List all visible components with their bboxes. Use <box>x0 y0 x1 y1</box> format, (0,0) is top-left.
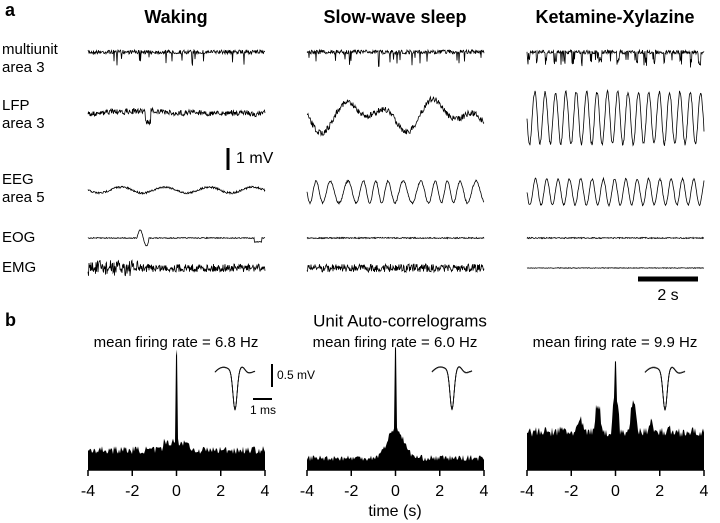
tick-label: -4 <box>520 483 534 500</box>
trace <box>526 236 705 240</box>
trace <box>87 229 266 247</box>
row-label: LFP <box>2 97 30 114</box>
column-title: Waking <box>144 7 207 27</box>
histogram <box>527 360 704 470</box>
waveform <box>431 366 473 411</box>
panel-label: a <box>5 0 16 20</box>
tick-label: 2 <box>435 483 444 500</box>
tick-label: 4 <box>700 483 709 500</box>
trace <box>306 95 485 137</box>
waveform <box>431 366 473 410</box>
row-label: EEG <box>2 171 34 188</box>
waveform <box>644 367 686 411</box>
scale-label: 1 ms <box>250 403 276 417</box>
tick-label: -2 <box>564 483 578 500</box>
row-label: area 3 <box>2 115 45 132</box>
panel-title: Unit Auto-correlograms <box>313 311 487 330</box>
waveform <box>431 366 473 410</box>
x-axis-label: time (s) <box>368 503 421 520</box>
row-label: area 3 <box>2 59 45 76</box>
row-label: area 5 <box>2 189 45 206</box>
tick-label: 0 <box>172 483 181 500</box>
trace <box>87 106 266 126</box>
tick-label: -4 <box>300 483 314 500</box>
trace <box>306 262 485 274</box>
waveform <box>431 366 473 411</box>
waveform <box>214 366 256 411</box>
trace <box>526 48 705 68</box>
tick-label: 4 <box>480 483 489 500</box>
trace <box>526 267 705 269</box>
scale-label: 1 mV <box>236 150 274 167</box>
scale-label: 2 s <box>657 287 678 304</box>
waveform <box>214 366 256 411</box>
waveform <box>214 366 256 411</box>
column-title: Ketamine-Xylazine <box>535 7 694 27</box>
trace <box>306 179 485 205</box>
trace <box>526 176 705 208</box>
row-label: EMG <box>2 259 36 276</box>
trace <box>526 89 705 147</box>
histogram <box>88 349 265 470</box>
waveform <box>214 366 256 411</box>
scale-label: 0.5 mV <box>277 368 315 382</box>
trace <box>306 236 485 240</box>
tick-label: 0 <box>391 483 400 500</box>
waveform <box>214 366 256 411</box>
tick-label: 2 <box>655 483 664 500</box>
panel-label: b <box>5 310 16 330</box>
trace <box>306 48 485 67</box>
waveform <box>644 367 686 411</box>
tick-label: -4 <box>81 483 95 500</box>
tick-label: 2 <box>216 483 225 500</box>
waveform <box>431 366 473 411</box>
trace <box>87 259 266 277</box>
column-title: Slow-wave sleep <box>323 7 466 27</box>
rate-label: mean firing rate = 6.8 Hz <box>94 334 259 351</box>
tick-label: -2 <box>344 483 358 500</box>
waveform <box>644 366 686 411</box>
tick-label: 0 <box>611 483 620 500</box>
rate-label: mean firing rate = 6.0 Hz <box>313 334 478 351</box>
waveform <box>644 366 686 411</box>
tick-label: -2 <box>125 483 139 500</box>
waveform <box>644 366 686 411</box>
waveform <box>214 366 256 411</box>
row-label: EOG <box>2 229 35 246</box>
trace <box>87 185 266 196</box>
row-label: multiunit <box>2 41 59 58</box>
histogram <box>307 347 484 470</box>
tick-label: 4 <box>261 483 270 500</box>
trace <box>87 48 265 66</box>
rate-label: mean firing rate = 9.9 Hz <box>533 334 698 351</box>
